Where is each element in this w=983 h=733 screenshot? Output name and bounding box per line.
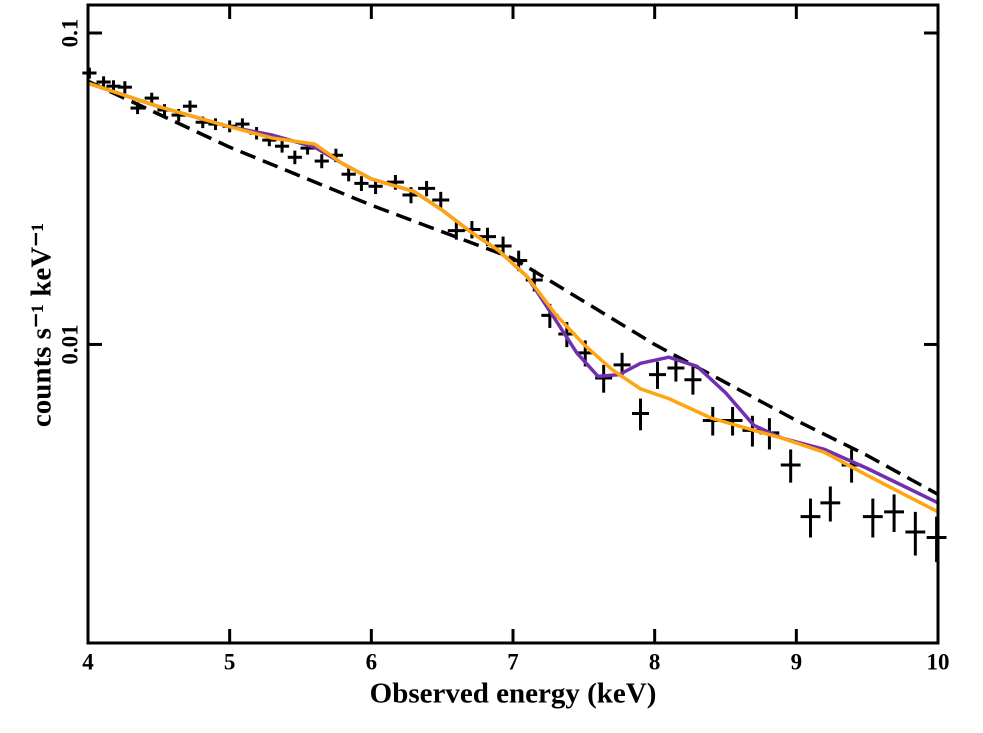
x-tick-label: 8 (649, 649, 661, 674)
y-tick-label: 0.1 (57, 19, 82, 48)
model-line (87, 81, 939, 514)
y-axis-title: counts s⁻¹ keV⁻¹ (26, 223, 58, 427)
x-tick-label: 5 (224, 649, 236, 674)
y-tick-label: 0.01 (57, 324, 82, 364)
x-tick-label: 4 (82, 649, 94, 674)
x-tick-label: 7 (507, 649, 519, 674)
x-tick-label: 6 (366, 649, 378, 674)
x-tick-label: 10 (927, 649, 950, 674)
model-line (87, 81, 939, 505)
model-line-dashed (87, 79, 939, 496)
x-axis-title: Observed energy (keV) (370, 678, 657, 710)
x-tick-label: 9 (791, 649, 803, 674)
plot-frame (86, 3, 940, 645)
